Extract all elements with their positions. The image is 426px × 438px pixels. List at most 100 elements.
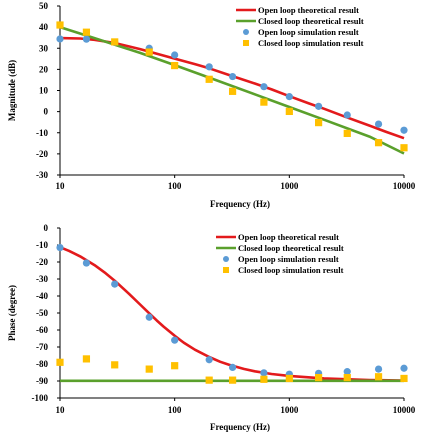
data-point <box>82 28 91 36</box>
data-point <box>285 374 293 383</box>
data-point <box>171 362 179 370</box>
legend-swatch <box>243 40 249 46</box>
series-4 <box>56 355 408 384</box>
data-point <box>374 365 383 373</box>
data-point <box>260 83 268 91</box>
data-point <box>205 376 213 384</box>
data-point <box>315 102 323 110</box>
data-point <box>205 63 213 71</box>
data-point <box>171 51 179 59</box>
data-point <box>285 107 293 116</box>
y-tick-label: 20 <box>39 64 49 74</box>
data-point <box>285 93 293 101</box>
data-point <box>205 356 213 364</box>
data-point <box>374 139 383 147</box>
data-point <box>228 363 237 371</box>
data-point <box>228 376 237 384</box>
x-tick-label: 10 <box>56 181 66 191</box>
legend-label: Closed loop theoretical result <box>238 243 344 253</box>
series-4 <box>56 21 408 152</box>
y-tick-label: 0 <box>44 223 49 233</box>
data-point <box>228 72 237 81</box>
data-point <box>374 120 383 128</box>
data-point <box>111 38 119 46</box>
y-tick-label: -10 <box>36 240 48 250</box>
data-point <box>171 336 179 344</box>
series-1 <box>59 245 405 382</box>
data-point <box>343 129 351 137</box>
data-point <box>400 364 408 372</box>
data-point <box>400 144 408 152</box>
y-tick-label: -80 <box>36 359 48 369</box>
y-tick-label: -30 <box>36 170 48 180</box>
y-tick-label: 10 <box>39 86 49 96</box>
y-tick-label: -10 <box>36 128 48 138</box>
y-tick-label: -50 <box>36 308 48 318</box>
y-tick-label: 30 <box>39 43 49 53</box>
data-point <box>145 365 153 373</box>
y-axis-label: Magnitude (dB) <box>7 60 17 121</box>
data-point <box>343 374 351 382</box>
data-point <box>111 361 119 369</box>
y-tick-label: -70 <box>36 342 48 352</box>
y-tick-label: -20 <box>36 149 48 159</box>
data-point <box>145 48 153 56</box>
chart-panel-1: -30 -20 -10 0 10 20 30 40 50 10 100 1000 10000 Freque… <box>7 1 416 209</box>
data-point <box>171 61 179 70</box>
data-point <box>56 35 64 43</box>
legend-label: Open loop simulation result <box>238 254 339 264</box>
data-point <box>82 355 91 363</box>
y-tick-label: -100 <box>32 393 49 403</box>
x-tick-label: 1000 <box>280 405 299 415</box>
data-point <box>82 259 91 267</box>
data-point <box>400 374 408 383</box>
x-tick-label: 10 <box>56 405 66 415</box>
data-point <box>111 280 119 288</box>
legend-label: Closed loop simulation result <box>258 38 364 48</box>
data-point <box>145 313 153 321</box>
y-tick-label: -40 <box>36 291 48 301</box>
y-tick-label: 0 <box>44 107 49 117</box>
legend-label: Open loop theoretical result <box>238 232 339 242</box>
legend-swatch <box>223 267 229 273</box>
data-point <box>56 358 64 366</box>
data-point <box>400 126 408 134</box>
y-axis-label: Phase (degree) <box>7 285 17 341</box>
x-tick-label: 10000 <box>393 405 416 415</box>
legend-label: Closed loop theoretical result <box>258 16 364 26</box>
x-axis-label: Frequency (Hz) <box>210 422 270 432</box>
data-point <box>315 119 323 127</box>
y-tick-label: -20 <box>36 257 48 267</box>
legend-swatch <box>243 29 249 35</box>
legend-label: Open loop theoretical result <box>258 5 359 15</box>
data-point <box>315 374 323 382</box>
x-tick-label: 100 <box>168 181 182 191</box>
x-tick-label: 10000 <box>393 181 416 191</box>
x-tick-label: 100 <box>168 405 182 415</box>
legend-label: Open loop simulation result <box>258 27 359 37</box>
y-tick-label: 50 <box>39 1 49 11</box>
data-point <box>205 75 213 83</box>
series-line <box>59 245 405 382</box>
data-point <box>82 35 91 43</box>
y-tick-label: 40 <box>39 22 49 32</box>
data-point <box>343 111 351 119</box>
legend-swatch <box>223 256 229 262</box>
data-point <box>228 87 237 95</box>
legend-label: Closed loop simulation result <box>238 265 344 275</box>
x-tick-label: 1000 <box>280 181 299 191</box>
x-axis-label: Frequency (Hz) <box>210 199 270 209</box>
y-tick-label: -60 <box>36 325 48 335</box>
data-point <box>56 21 64 29</box>
data-point <box>343 368 351 376</box>
data-point <box>260 375 268 383</box>
data-point <box>260 98 268 106</box>
data-point <box>260 369 268 377</box>
series-3 <box>56 243 408 378</box>
y-tick-label: -30 <box>36 274 48 284</box>
data-point <box>374 373 383 381</box>
